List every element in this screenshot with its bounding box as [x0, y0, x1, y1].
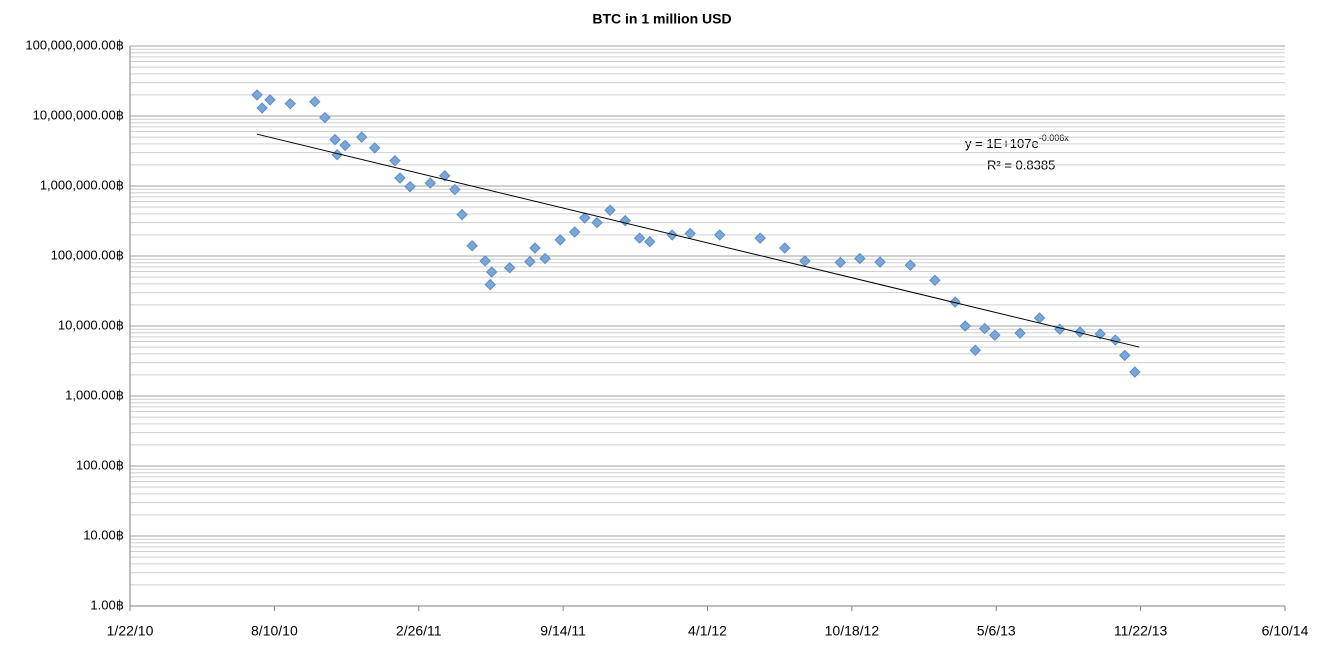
data-point [834, 256, 847, 269]
data-point [484, 278, 496, 291]
x-tick-label: 2/26/11 [396, 623, 442, 639]
data-point [485, 266, 498, 278]
x-tick-label: 8/10/10 [251, 623, 298, 639]
data-point [479, 255, 491, 267]
data-point [1109, 334, 1122, 346]
data-point [439, 170, 451, 182]
data-point [424, 177, 437, 189]
x-tick-label: 10/18/12 [825, 623, 880, 639]
data-point [1033, 312, 1046, 324]
data-point [854, 252, 866, 265]
data-point [1129, 366, 1141, 378]
y-tick-label: 1,000,000.00฿ [40, 177, 124, 192]
y-tick-label: 10.00฿ [83, 527, 124, 542]
chart-title: BTC in 1 million USD [592, 11, 731, 27]
data-point [389, 154, 401, 167]
data-point [633, 232, 646, 244]
data-point [604, 204, 616, 216]
data-point [969, 344, 982, 356]
x-tick-label: 4/1/12 [688, 623, 727, 639]
y-tick-label: 10,000.00฿ [58, 317, 124, 332]
y-tick-label: 10,000,000.00฿ [33, 107, 124, 122]
x-tick-label: 9/14/11 [540, 623, 586, 639]
data-point [456, 208, 468, 221]
data-point [404, 180, 416, 193]
y-tick-label: 1,000.00฿ [65, 387, 124, 402]
data-point [568, 226, 581, 238]
data-point [1094, 328, 1106, 340]
data-point [1074, 326, 1086, 338]
data-point [264, 94, 276, 106]
data-point [1014, 327, 1026, 339]
x-tick-label: 11/22/13 [1114, 623, 1168, 639]
data-point [579, 212, 591, 224]
data-point [978, 322, 991, 335]
data-point [329, 133, 341, 146]
data-point [449, 183, 461, 196]
data-point [554, 234, 566, 246]
data-point [799, 255, 811, 267]
x-tick-label: 1/22/10 [107, 623, 154, 639]
data-point [1119, 349, 1131, 362]
data-point [394, 172, 406, 184]
trend-equation: y = 1E+107e-0.006x [965, 133, 1069, 151]
data-point [874, 256, 886, 268]
x-tick-label: 5/6/13 [977, 623, 1016, 639]
data-point [539, 252, 551, 265]
y-tick-label: 100,000,000.00฿ [25, 37, 124, 52]
data-point [779, 242, 791, 254]
data-point [989, 329, 1001, 341]
data-point [256, 102, 268, 114]
data-point [339, 139, 351, 152]
y-tick-label: 100,000.00฿ [51, 247, 124, 262]
data-point [929, 274, 941, 286]
data-point [529, 242, 541, 254]
x-tick-label: 6/10/14 [1262, 623, 1309, 639]
data-point [754, 232, 766, 244]
data-point [591, 216, 603, 229]
trendline [256, 133, 1140, 348]
data-point [319, 111, 331, 124]
equation-exponent: -0.006x [1039, 133, 1070, 143]
data-point [466, 240, 478, 252]
data-point [284, 97, 296, 110]
data-point [369, 142, 381, 154]
data-point [524, 255, 536, 268]
data-point [251, 89, 263, 101]
data-point [503, 262, 516, 274]
y-tick-label: 100.00฿ [76, 457, 124, 472]
y-tick-label: 1.00฿ [90, 597, 124, 612]
data-point [949, 296, 961, 308]
data-point [714, 229, 726, 241]
data-point [356, 131, 368, 143]
data-point [904, 259, 917, 271]
grid [130, 45, 1285, 607]
data-point [644, 236, 656, 248]
data-point [684, 227, 696, 240]
data-point [959, 320, 971, 332]
data-point [309, 96, 321, 108]
